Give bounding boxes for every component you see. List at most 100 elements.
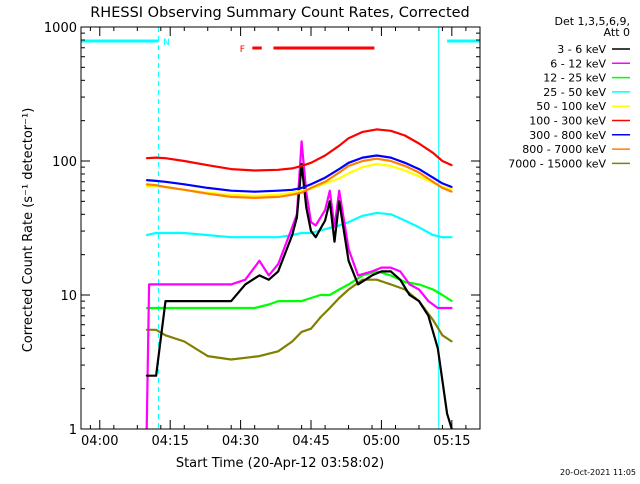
data-point-1-19 [333, 226, 336, 229]
data-point-7-20 [441, 187, 444, 189]
data-point-2-13 [328, 294, 331, 296]
data-point-0-22 [371, 274, 373, 277]
data-point-2-1 [155, 307, 158, 309]
data-point-0-29 [436, 347, 439, 350]
axes: 1 10 100 1000 04:00 04:15 04:30 04:45 05:00 05:15 [44, 21, 480, 449]
data-point-4-13 [347, 172, 350, 175]
data-point-8-0 [145, 328, 148, 331]
data-point-4-14 [361, 166, 364, 169]
data-point-2-17 [375, 270, 378, 273]
data-point-6-12 [338, 168, 341, 171]
data-point-1-29 [427, 300, 430, 302]
data-point-6-2 [164, 180, 167, 183]
data-point-8-21 [432, 319, 434, 321]
series-line-3 [146, 211, 452, 239]
data-point-1-26 [399, 270, 402, 273]
data-point-5-1 [155, 156, 158, 159]
data-point-0-24 [389, 270, 392, 273]
data-point-7-5 [230, 196, 233, 198]
data-point-8-7 [258, 355, 261, 357]
data-point-5-5 [230, 168, 233, 171]
data-point-4-8 [291, 191, 294, 194]
data-point-1-24 [380, 266, 383, 269]
data-point-0-30 [446, 412, 448, 415]
data-point-1-21 [347, 248, 350, 251]
legend-header-0: Det 1,3,5,6,9, [554, 15, 630, 28]
data-point-6-5 [230, 189, 233, 192]
data-point-3-11 [324, 228, 326, 231]
data-point-2-23 [450, 300, 453, 302]
legend-header-1: Att 0 [604, 26, 630, 39]
data-point-4-21 [450, 187, 453, 190]
data-point-1-25 [389, 266, 392, 269]
data-point-1-22 [357, 274, 359, 277]
data-point-5-15 [375, 128, 378, 131]
data-point-2-22 [441, 294, 444, 296]
data-point-0-21 [357, 283, 359, 286]
data-point-1-23 [371, 270, 373, 273]
plot-frame [80, 26, 481, 430]
data-point-6-3 [183, 183, 186, 186]
data-point-7-18 [418, 171, 420, 174]
data-point-5-17 [404, 134, 406, 137]
data-point-5-0 [145, 157, 148, 160]
data-point-5-2 [164, 157, 167, 160]
y-tick-label-0: 1 [69, 423, 77, 438]
data-point-6-18 [418, 168, 420, 171]
data-point-5-8 [291, 167, 294, 170]
data-point-6-11 [324, 176, 326, 179]
data-point-7-15 [375, 157, 378, 160]
data-point-6-16 [389, 156, 392, 159]
data-point-0-13 [305, 206, 308, 209]
data-point-6-19 [432, 176, 434, 179]
x-tick-label-3: 04:45 [292, 434, 329, 449]
data-point-8-4 [206, 355, 209, 357]
data-point-0-11 [296, 216, 298, 219]
data-point-6-4 [206, 187, 209, 189]
data-point-3-16 [389, 213, 392, 216]
data-point-2-15 [347, 283, 350, 286]
data-point-0-10 [291, 234, 294, 237]
bar-label-F: F [240, 45, 245, 55]
data-point-2-12 [319, 294, 322, 296]
data-point-2-19 [404, 281, 406, 283]
data-point-0-26 [408, 294, 411, 296]
data-point-7-10 [310, 187, 312, 189]
data-point-4-7 [277, 193, 280, 196]
data-point-3-12 [338, 224, 341, 227]
series-line-8 [146, 278, 453, 361]
data-point-6-20 [441, 182, 444, 185]
data-point-2-20 [418, 283, 420, 286]
data-point-2-18 [389, 274, 392, 277]
series-line-5 [146, 128, 453, 172]
data-point-7-14 [361, 160, 364, 162]
data-point-8-23 [450, 340, 453, 343]
data-point-0-0 [145, 374, 148, 377]
data-point-8-18 [389, 283, 392, 286]
data-point-1-6 [230, 283, 233, 286]
data-point-3-7 [277, 236, 280, 239]
data-point-3-21 [450, 236, 453, 239]
data-point-6-21 [450, 186, 453, 188]
data-point-8-10 [300, 331, 303, 333]
x-tick-label-5: 05:15 [433, 434, 470, 449]
data-point-1-9 [267, 274, 270, 277]
data-point-5-19 [432, 152, 434, 154]
data-point-4-0 [145, 185, 148, 188]
legend-label-5: 100 - 300 keV [529, 115, 606, 128]
data-point-5-20 [441, 160, 444, 162]
data-point-1-32 [450, 307, 453, 309]
data-point-8-6 [244, 356, 247, 359]
x-tick-label-0: 04:00 [81, 434, 118, 449]
data-point-7-19 [432, 180, 434, 183]
x-tick-label-1: 04:15 [151, 434, 188, 449]
legend-label-1: 6 - 12 keV [550, 57, 606, 70]
legend-label-3: 25 - 50 keV [543, 86, 606, 99]
data-point-1-1 [148, 283, 151, 286]
data-point-6-14 [361, 156, 364, 159]
data-point-5-4 [206, 164, 209, 167]
data-point-7-12 [338, 171, 341, 174]
data-point-5-10 [310, 161, 312, 164]
data-point-7-0 [145, 183, 148, 186]
data-point-0-20 [347, 259, 350, 262]
